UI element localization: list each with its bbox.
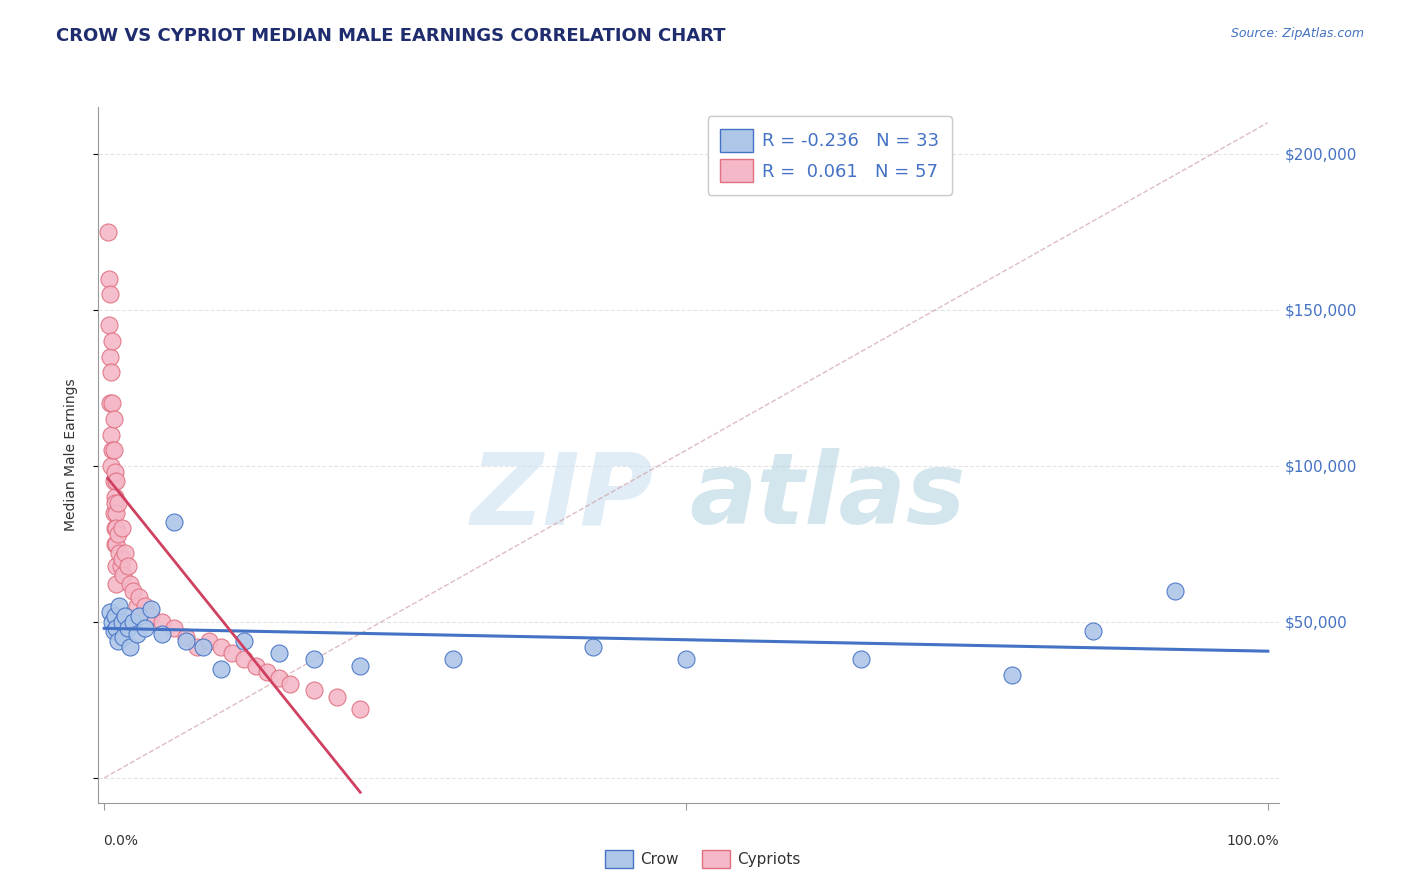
Point xyxy=(302,652,325,666)
Point xyxy=(100,427,122,442)
Point xyxy=(104,558,127,573)
Point xyxy=(107,496,129,510)
Point xyxy=(349,702,371,716)
Legend: R = -0.236   N = 33, R =  0.061   N = 57: R = -0.236 N = 33, R = 0.061 N = 57 xyxy=(707,116,952,195)
Point xyxy=(117,558,139,573)
Point xyxy=(104,608,127,623)
Point xyxy=(163,515,186,529)
Point xyxy=(104,496,127,510)
Point xyxy=(349,658,371,673)
Text: Source: ZipAtlas.com: Source: ZipAtlas.com xyxy=(1230,27,1364,40)
Point xyxy=(118,640,141,654)
Point xyxy=(280,677,302,691)
Point xyxy=(97,271,120,285)
Point xyxy=(256,665,278,679)
Point xyxy=(1164,583,1187,598)
Point xyxy=(114,546,136,560)
Point xyxy=(441,652,464,666)
Point xyxy=(232,652,254,666)
Point xyxy=(1083,624,1105,639)
Point xyxy=(104,475,127,489)
Point xyxy=(104,521,127,535)
Point xyxy=(104,577,127,591)
Point xyxy=(104,521,127,535)
Point xyxy=(104,537,127,551)
Point xyxy=(125,599,148,614)
Point xyxy=(267,671,290,685)
Point xyxy=(104,506,127,520)
Point xyxy=(245,658,267,673)
Point xyxy=(98,350,121,364)
Point xyxy=(108,599,131,614)
Point xyxy=(1001,668,1024,682)
Text: 0.0%: 0.0% xyxy=(103,834,138,848)
Point xyxy=(103,506,125,520)
Text: atlas: atlas xyxy=(689,448,966,545)
Point xyxy=(209,662,232,676)
Point xyxy=(111,568,134,582)
Point xyxy=(134,599,156,614)
Point xyxy=(104,621,127,635)
Point xyxy=(101,334,124,348)
Point xyxy=(114,608,136,623)
Point xyxy=(174,633,197,648)
Point xyxy=(302,683,325,698)
Point xyxy=(209,640,232,654)
Point xyxy=(107,633,129,648)
Point xyxy=(107,527,129,541)
Point xyxy=(163,621,186,635)
Point xyxy=(103,475,125,489)
Text: CROW VS CYPRIOT MEDIAN MALE EARNINGS CORRELATION CHART: CROW VS CYPRIOT MEDIAN MALE EARNINGS COR… xyxy=(56,27,725,45)
Point xyxy=(111,552,134,566)
Point xyxy=(186,640,208,654)
Point xyxy=(128,590,150,604)
Point xyxy=(152,615,174,629)
Point xyxy=(152,627,174,641)
Point xyxy=(582,640,605,654)
Point xyxy=(100,365,122,379)
Point xyxy=(111,631,134,645)
Point xyxy=(139,608,162,623)
Point xyxy=(100,458,122,473)
Point xyxy=(103,412,125,426)
Point xyxy=(103,443,125,458)
Point xyxy=(110,558,132,573)
Text: 100.0%: 100.0% xyxy=(1227,834,1279,848)
Point xyxy=(326,690,349,704)
Point xyxy=(221,646,243,660)
Text: ZIP: ZIP xyxy=(471,448,654,545)
Point xyxy=(118,577,141,591)
Point xyxy=(125,627,148,641)
Point xyxy=(104,537,127,551)
Point xyxy=(122,583,145,598)
Point xyxy=(98,606,121,620)
Point xyxy=(128,608,150,623)
Point xyxy=(198,633,221,648)
Point xyxy=(117,621,139,635)
Point xyxy=(97,225,120,239)
Point xyxy=(232,633,254,648)
Point xyxy=(101,443,124,458)
Point xyxy=(104,490,127,504)
Point xyxy=(139,602,162,616)
Point xyxy=(98,287,121,301)
Point xyxy=(101,396,124,410)
Point xyxy=(191,640,214,654)
Point xyxy=(122,615,145,629)
Point xyxy=(111,521,134,535)
Point xyxy=(108,546,131,560)
Point xyxy=(675,652,697,666)
Point xyxy=(134,621,156,635)
Point xyxy=(104,465,127,479)
Point xyxy=(97,318,120,333)
Point xyxy=(111,615,134,629)
Point xyxy=(174,631,197,645)
Point xyxy=(101,615,124,629)
Point xyxy=(849,652,872,666)
Point xyxy=(103,624,125,639)
Y-axis label: Median Male Earnings: Median Male Earnings xyxy=(63,378,77,532)
Point xyxy=(267,646,290,660)
Legend: Crow, Cypriots: Crow, Cypriots xyxy=(598,843,808,875)
Point xyxy=(98,396,121,410)
